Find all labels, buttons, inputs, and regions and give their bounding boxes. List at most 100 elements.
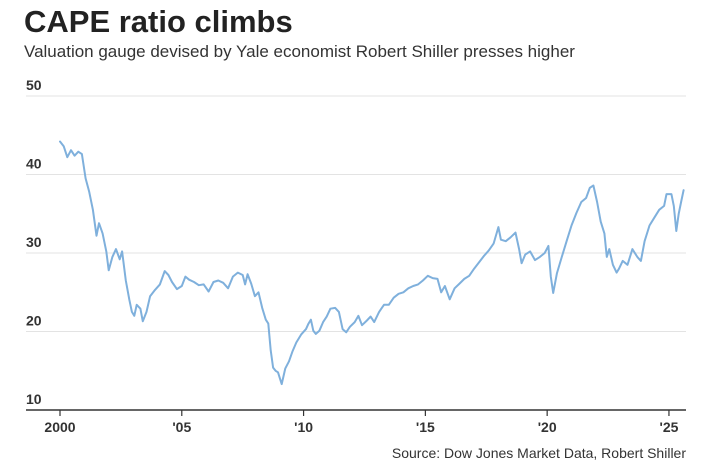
data-point: [402, 291, 404, 293]
data-point: [658, 209, 660, 211]
data-point: [612, 264, 614, 266]
data-point: [136, 304, 138, 306]
data-point: [366, 320, 368, 322]
data-point: [449, 298, 451, 300]
data-point: [193, 281, 195, 283]
data-point: [139, 308, 141, 310]
data-point: [550, 276, 552, 278]
data-point: [678, 213, 680, 215]
x-tick-label-2000: 2000: [44, 419, 75, 435]
data-point: [222, 282, 224, 284]
data-point: [618, 268, 620, 270]
data-point: [111, 256, 113, 258]
data-point: [427, 275, 429, 277]
data-point: [649, 225, 651, 227]
data-point: [556, 272, 558, 274]
data-point: [505, 240, 507, 242]
data-point: [275, 370, 277, 372]
data-point: [417, 283, 419, 285]
data-point: [640, 260, 642, 262]
data-point: [108, 269, 110, 271]
data-point: [544, 252, 546, 254]
y-tick-label-30: 30: [26, 234, 42, 250]
data-point: [102, 232, 104, 234]
data-point: [265, 319, 267, 321]
data-point: [267, 323, 269, 325]
data-point: [92, 209, 94, 211]
data-point: [493, 243, 495, 245]
data-point: [437, 278, 439, 280]
data-point: [388, 304, 390, 306]
data-point: [326, 316, 328, 318]
data-point: [181, 285, 183, 287]
data-point: [580, 201, 582, 203]
data-point: [383, 304, 385, 306]
data-point: [146, 311, 148, 313]
data-point: [254, 295, 256, 297]
data-point: [468, 275, 470, 277]
x-tick-label-2015: '15: [416, 419, 435, 435]
data-point: [184, 276, 186, 278]
data-point: [552, 292, 554, 294]
data-point: [670, 193, 672, 195]
data-point: [663, 205, 665, 207]
data-point: [561, 256, 563, 258]
data-point: [203, 283, 205, 285]
data-point: [459, 283, 461, 285]
data-point: [322, 321, 324, 323]
data-point: [378, 311, 380, 313]
data-point: [227, 287, 229, 289]
data-point: [149, 295, 151, 297]
data-point: [393, 297, 395, 299]
data-point: [473, 268, 475, 270]
x-tick-label-2025: '25: [659, 419, 678, 435]
data-point: [242, 274, 244, 276]
data-point: [88, 191, 90, 193]
data-point: [631, 248, 633, 250]
data-point: [159, 283, 161, 285]
data-point: [529, 250, 531, 252]
data-point: [105, 250, 107, 252]
data-point: [288, 360, 290, 362]
y-axis-tick-labels: 10 20 30 40 50: [26, 77, 42, 407]
data-point: [208, 291, 210, 293]
data-point: [603, 232, 605, 234]
data-point: [539, 256, 541, 258]
data-point: [398, 293, 400, 295]
data-point: [571, 225, 573, 227]
data-point: [524, 254, 526, 256]
data-point: [247, 273, 249, 275]
data-point: [666, 193, 668, 195]
data-point: [463, 278, 465, 280]
data-point: [171, 281, 173, 283]
data-point: [261, 307, 263, 309]
data-point: [272, 367, 274, 369]
data-point: [334, 307, 336, 309]
data-point: [627, 264, 629, 266]
data-point: [518, 248, 520, 250]
data-point: [342, 328, 344, 330]
data-point: [547, 245, 549, 247]
data-point: [636, 256, 638, 258]
data-point: [121, 250, 123, 252]
data-point: [354, 321, 356, 323]
data-point: [308, 323, 310, 325]
data-point: [600, 221, 602, 223]
data-point: [478, 261, 480, 263]
data-point: [277, 371, 279, 373]
data-point: [96, 235, 98, 237]
data-point: [59, 141, 61, 143]
data-point: [454, 287, 456, 289]
y-tick-label-10: 10: [26, 391, 42, 407]
data-point: [128, 299, 130, 301]
data-point: [440, 291, 442, 293]
data-point: [188, 279, 190, 281]
data-point: [217, 280, 219, 282]
data-point: [444, 285, 446, 287]
data-point: [675, 230, 677, 232]
data-point: [142, 320, 144, 322]
data-point: [81, 153, 83, 155]
data-point: [407, 287, 409, 289]
data-point: [566, 240, 568, 242]
data-point: [349, 326, 351, 328]
